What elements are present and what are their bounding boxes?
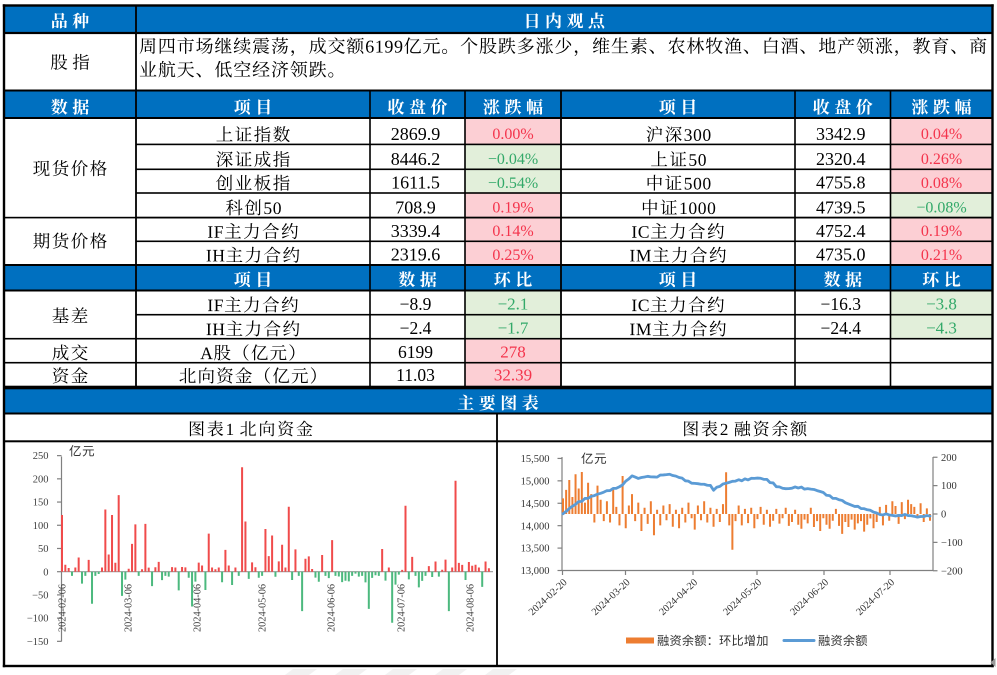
svg-text:4755.8: 4755.8 [816,173,866,193]
svg-text:100: 100 [33,521,49,532]
svg-text:−16.3: −16.3 [821,294,862,314]
svg-text:200: 200 [33,474,49,485]
svg-text:14,500: 14,500 [521,499,550,510]
svg-text:3342.9: 3342.9 [816,124,866,144]
svg-text:2319.6: 2319.6 [391,245,441,265]
svg-text:0.26%: 0.26% [921,151,962,168]
svg-text:0: 0 [43,567,48,578]
svg-text:−100: −100 [941,538,963,549]
svg-text:11.03: 11.03 [396,365,435,385]
svg-text:1611.5: 1611.5 [391,173,440,193]
svg-text:4739.5: 4739.5 [816,197,866,217]
svg-text:2869.9: 2869.9 [391,124,441,144]
svg-text:2024-05-06: 2024-05-06 [258,584,269,632]
svg-text:−0.54%: −0.54% [488,175,538,192]
svg-text:−50: −50 [32,591,48,602]
svg-text:100: 100 [941,481,957,492]
svg-text:13,000: 13,000 [521,566,550,577]
svg-text:32.39: 32.39 [494,366,532,385]
svg-text:13,500: 13,500 [521,544,550,555]
svg-text:−8.9: −8.9 [400,294,432,314]
svg-text:−24.4: −24.4 [821,318,862,338]
svg-text:0: 0 [941,510,946,521]
svg-text:278: 278 [500,343,526,362]
svg-text:2024-03-06: 2024-03-06 [124,584,135,632]
svg-text:14,000: 14,000 [521,521,550,532]
svg-text:0.00%: 0.00% [492,126,533,143]
svg-text:2024-07-06: 2024-07-06 [397,584,408,632]
svg-text:3339.4: 3339.4 [391,221,441,241]
svg-text:−200: −200 [941,566,963,577]
svg-text:0.19%: 0.19% [492,199,533,216]
svg-text:200: 200 [941,453,957,464]
svg-text:50: 50 [38,544,49,555]
svg-text:−3.8: −3.8 [926,295,957,314]
svg-text:250: 250 [33,451,49,462]
svg-text:0.04%: 0.04% [921,126,962,143]
svg-text:4752.4: 4752.4 [816,221,866,241]
svg-text:2024-02-06: 2024-02-06 [58,584,69,632]
svg-text:0.19%: 0.19% [921,223,962,240]
svg-text:−2.1: −2.1 [498,295,529,314]
svg-text:15,000: 15,000 [521,476,550,487]
svg-text:0.21%: 0.21% [921,247,962,264]
svg-text:708.9: 708.9 [395,197,436,217]
svg-text:−1.7: −1.7 [498,319,529,338]
svg-text:4735.0: 4735.0 [816,245,866,265]
svg-text:150: 150 [33,498,49,509]
svg-text:−2.4: −2.4 [400,318,432,338]
svg-text:6199: 6199 [398,342,433,362]
svg-text:−0.08%: −0.08% [916,199,966,216]
svg-text:0.14%: 0.14% [492,223,533,240]
svg-text:2024-08-06: 2024-08-06 [466,584,477,632]
svg-text:2024-06-06: 2024-06-06 [327,584,338,632]
svg-text:−0.04%: −0.04% [488,151,538,168]
svg-text:8446.2: 8446.2 [391,149,441,169]
svg-text:0.25%: 0.25% [492,247,533,264]
svg-text:−100: −100 [27,614,49,625]
svg-text:2320.4: 2320.4 [816,149,866,169]
svg-text:0.08%: 0.08% [921,175,962,192]
svg-text:15,500: 15,500 [521,454,550,465]
svg-text:−150: −150 [27,637,49,648]
svg-text:−4.3: −4.3 [926,319,957,338]
svg-text:2024-04-06: 2024-04-06 [193,584,204,632]
